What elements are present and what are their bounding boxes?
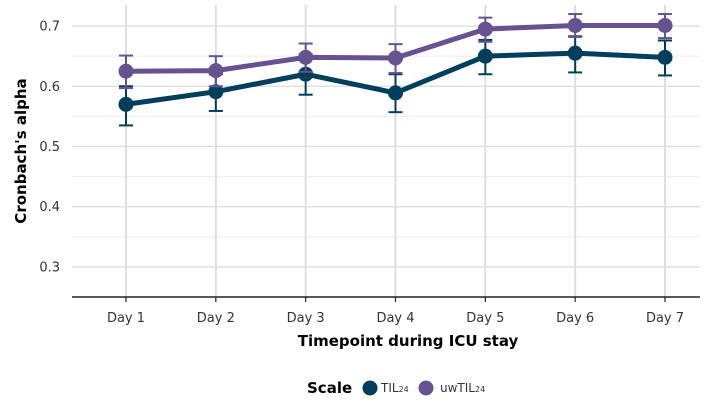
x-tick-label: Day 3 [287,311,325,326]
x-tick-label: Day 6 [556,311,594,326]
series-1 [118,13,673,90]
data-point [388,50,403,66]
y-tick-label: 0.3 [39,260,60,275]
x-axis-title: Timepoint during ICU stay [298,332,519,350]
data-point [388,85,403,101]
legend-label-uwtil24-base: uwTIL [440,381,475,395]
legend-label-uwtil24: uwTIL24 [440,381,485,395]
legend-label-til24: TIL24 [380,381,409,395]
series-0 [118,35,673,127]
data-point [477,21,493,37]
x-tick-label: Day 4 [376,311,414,326]
y-tick-label: 0.7 [39,20,60,35]
data-point [657,49,673,65]
legend-label-uwtil24-sub: 24 [475,385,485,394]
x-tick-label: Day 2 [197,311,235,326]
x-tick-label: Day 7 [646,311,684,326]
data-point [208,63,224,79]
y-axis-ticks: 0.3 0.4 0.5 0.6 0.7 [39,20,60,276]
y-tick-label: 0.6 [39,80,60,95]
data-point [657,17,673,33]
y-axis-title: Cronbach's alpha [12,78,30,223]
x-tick-label: Day 5 [466,311,504,326]
x-axis-ticks: Day 1 Day 2 Day 3 Day 4 Day 5 Day 6 Day 7 [107,297,684,326]
data-point [298,49,314,65]
legend: Scale TIL24 uwTIL24 [307,379,485,397]
data-point [118,63,134,79]
legend-title: Scale [307,379,352,397]
series-group [118,13,673,127]
legend-marker-til24 [362,380,378,396]
y-tick-label: 0.5 [39,140,60,155]
x-tick-label: Day 1 [107,311,145,326]
data-point [298,66,314,82]
legend-marker-uwtil24 [418,380,434,396]
data-point [567,17,583,33]
legend-label-til24-sub: 24 [399,385,409,394]
data-point [477,48,493,64]
data-point [118,96,134,112]
data-point [208,84,224,100]
legend-label-til24-base: TIL [380,381,399,395]
grid [72,5,700,297]
y-tick-label: 0.4 [39,200,60,215]
data-point [567,45,583,61]
